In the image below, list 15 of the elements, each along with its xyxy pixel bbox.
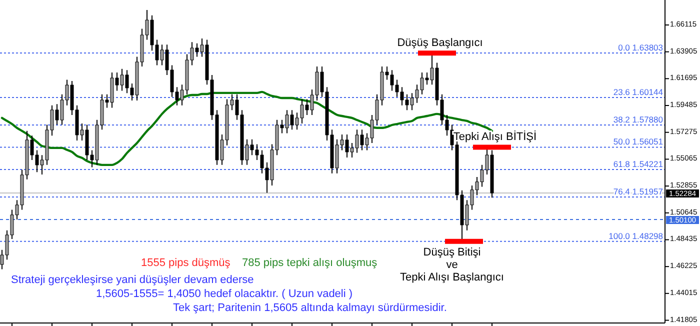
ref-line-label: 61.8 1.54221	[613, 158, 664, 169]
annotation: 1555 pips düşmüş	[141, 257, 231, 269]
ref-line-label: 50.0 1.56051	[613, 136, 664, 147]
annotation: Düşüş Bitişi ve Tepki Alışı Başlangıcı	[400, 246, 504, 284]
ref-line-label: 76.4 1.51957	[613, 186, 664, 196]
annotation: 785 pips tepki alışı oluşmuş	[242, 257, 378, 269]
annotation: Strateji gerçekleşirse yani düşüşler devam ederse	[11, 274, 254, 286]
ref-line-label: 0.0 1.63803	[618, 42, 664, 53]
annotation: 1,5605-1555= 1,4050 hedef olacaktır. ( Uzun vadeli )	[96, 288, 353, 300]
annotation: Tek şart; Paritenin 1,5605 altında kalmayı sürdürmesidir.	[173, 302, 447, 314]
annotation: Düşüş Başlangıcı	[397, 37, 483, 50]
ref-line-label: 23.6 1.60144	[613, 86, 664, 97]
ref-line-label: 100.0 1.48298	[608, 230, 664, 241]
annotation: Tepki Alışı BİTİŞİ	[453, 130, 537, 144]
ref-line-label: 38.2 1.57880	[613, 114, 664, 124]
